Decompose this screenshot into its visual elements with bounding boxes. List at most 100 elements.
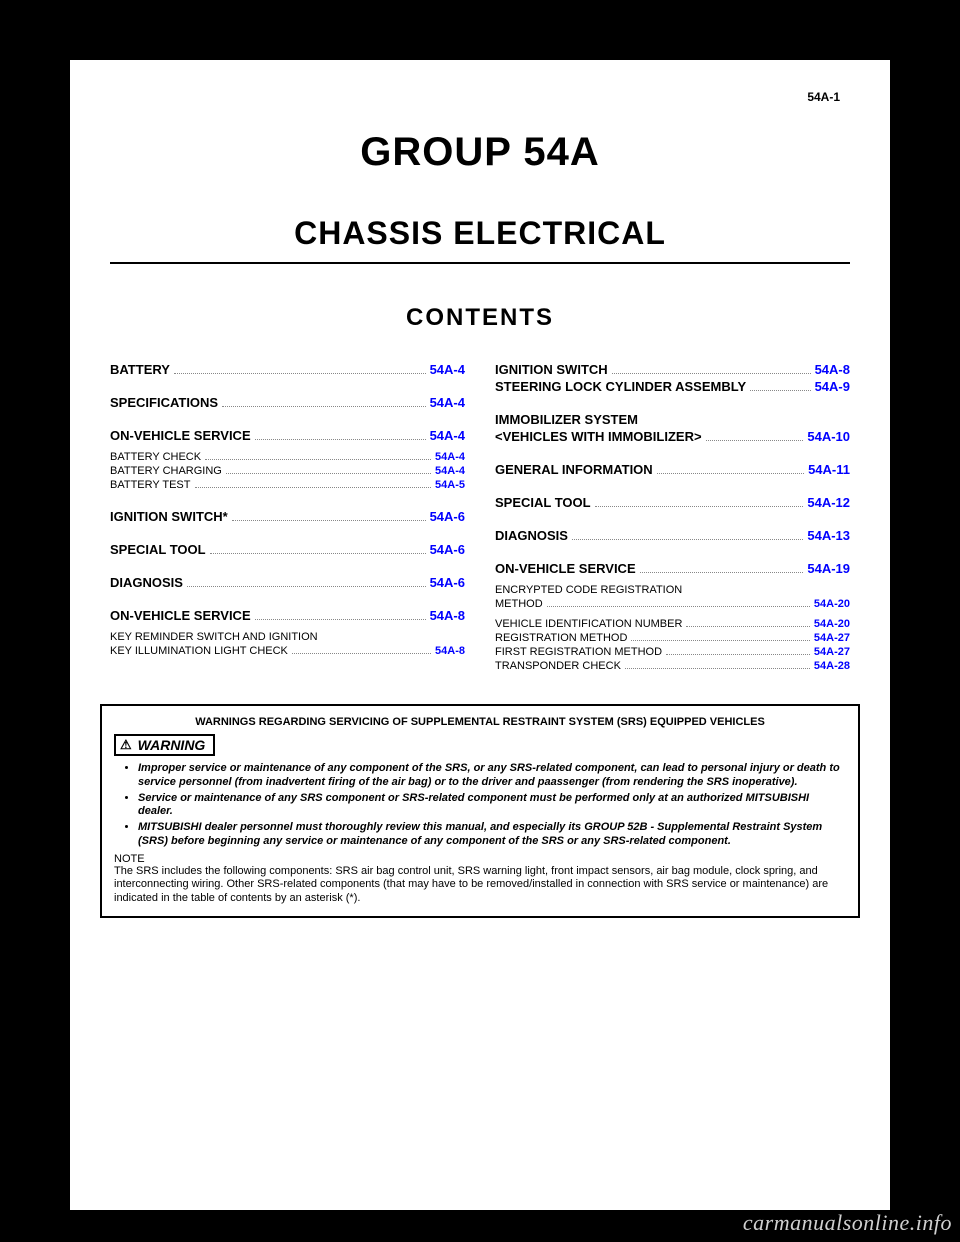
warning-tag: ⚠ WARNING [114, 734, 215, 756]
toc-row[interactable]: BATTERY CHECK 54A-4 [110, 451, 465, 463]
toc-page-link[interactable]: 54A-10 [807, 429, 850, 444]
toc-spacer [110, 412, 465, 428]
toc-row[interactable]: IMMOBILIZER SYSTEM [495, 412, 850, 427]
toc-row[interactable]: FIRST REGISTRATION METHOD54A-27 [495, 646, 850, 658]
toc-leader-dots [174, 373, 426, 374]
toc-entry-label: <VEHICLES WITH IMMOBILIZER> [495, 429, 702, 444]
toc-row[interactable]: SPECIFICATIONS 54A-4 [110, 395, 465, 410]
toc-entry-label: KEY ILLUMINATION LIGHT CHECK [110, 645, 288, 657]
toc-row[interactable]: DIAGNOSIS 54A-13 [495, 528, 850, 543]
toc-page-link[interactable]: 54A-19 [807, 561, 850, 576]
page-number: 54A-1 [807, 90, 840, 104]
toc-page-link[interactable]: 54A-27 [814, 632, 850, 644]
toc-leader-dots [666, 654, 810, 655]
toc-row[interactable]: BATTERY54A-4 [110, 362, 465, 377]
toc-entry-label: BATTERY CHARGING [110, 465, 222, 477]
toc-row[interactable]: VEHICLE IDENTIFICATION NUMBER 54A-20 [495, 618, 850, 630]
toc-page-link[interactable]: 54A-4 [430, 362, 465, 377]
toc-entry-label: IGNITION SWITCH* [110, 509, 228, 524]
toc-row[interactable]: ON-VEHICLE SERVICE54A-4 [110, 428, 465, 443]
toc-page-link[interactable]: 54A-11 [808, 462, 850, 477]
toc-right-column: IGNITION SWITCH 54A-8 STEERING LOCK CYLIND… [495, 362, 850, 674]
toc-entry-label: TRANSPONDER CHECK [495, 660, 621, 672]
toc-page-link[interactable]: 54A-4 [435, 465, 465, 477]
toc-leader-dots [547, 606, 810, 607]
toc-entry-label: ENCRYPTED CODE REGISTRATION [495, 584, 682, 596]
toc-leader-dots [625, 668, 810, 669]
toc-row[interactable]: METHOD 54A-20 [495, 598, 850, 610]
toc-spacer [110, 592, 465, 608]
toc-row[interactable]: SPECIAL TOOL 54A-12 [495, 495, 850, 510]
toc-row[interactable]: GENERAL INFORMATION54A-11 [495, 462, 850, 477]
toc-row[interactable]: BATTERY CHARGING 54A-4 [110, 465, 465, 477]
toc-entry-label: ON-VEHICLE SERVICE [495, 561, 636, 576]
toc-page-link[interactable]: 54A-6 [430, 542, 465, 557]
toc-leader-dots [195, 487, 432, 488]
toc-leader-dots [255, 619, 426, 620]
toc-page-link[interactable]: 54A-8 [430, 608, 465, 623]
toc-row[interactable]: IGNITION SWITCH* 54A-6 [110, 509, 465, 524]
toc-row[interactable]: IGNITION SWITCH 54A-8 [495, 362, 850, 377]
toc-leader-dots [210, 553, 426, 554]
toc-row[interactable]: REGISTRATION METHOD 54A-27 [495, 632, 850, 644]
toc-entry-label: SPECIAL TOOL [495, 495, 591, 510]
toc-row[interactable]: <VEHICLES WITH IMMOBILIZER> 54A-10 [495, 429, 850, 444]
toc-page-link[interactable]: 54A-20 [814, 598, 850, 610]
toc-page-link[interactable]: 54A-6 [430, 575, 465, 590]
warning-box: WARNINGS REGARDING SERVICING OF SUPPLEME… [100, 704, 860, 918]
toc-page-link[interactable]: 54A-28 [814, 660, 850, 672]
toc-leader-dots [631, 640, 810, 641]
warning-bullet: MITSUBISHI dealer personnel must thoroug… [138, 821, 846, 849]
toc-row[interactable]: KEY REMINDER SWITCH AND IGNITION [110, 631, 465, 643]
toc-row[interactable]: ON-VEHICLE SERVICE 54A-19 [495, 561, 850, 576]
toc-row[interactable]: ON-VEHICLE SERVICE54A-8 [110, 608, 465, 623]
toc-row[interactable]: ENCRYPTED CODE REGISTRATION [495, 584, 850, 596]
toc-entry-label: METHOD [495, 598, 543, 610]
toc-spacer [110, 559, 465, 575]
toc-page-link[interactable]: 54A-4 [435, 451, 465, 463]
toc-leader-dots [187, 586, 426, 587]
toc-entry-label: DIAGNOSIS [495, 528, 568, 543]
toc-leader-dots [595, 506, 804, 507]
toc-leader-dots [612, 373, 811, 374]
watermark: carmanualsonline.info [743, 1210, 952, 1236]
toc-entry-label: STEERING LOCK CYLINDER ASSEMBLY [495, 379, 746, 394]
toc-leader-dots [205, 459, 431, 460]
toc-entry-label: IGNITION SWITCH [495, 362, 608, 377]
toc-entry-label: BATTERY CHECK [110, 451, 201, 463]
chapter-title: CHASSIS ELECTRICAL [110, 215, 850, 264]
toc-page-link[interactable]: 54A-6 [430, 509, 465, 524]
warning-bullet-list: Improper service or maintenance of any c… [114, 762, 846, 849]
toc-spacer [495, 545, 850, 561]
warning-header: WARNINGS REGARDING SERVICING OF SUPPLEME… [114, 716, 846, 728]
toc-row[interactable]: STEERING LOCK CYLINDER ASSEMBLY 54A-9 [495, 379, 850, 394]
toc-page-link[interactable]: 54A-12 [807, 495, 850, 510]
toc-page-link[interactable]: 54A-8 [435, 645, 465, 657]
warning-triangle-icon: ⚠ [120, 737, 132, 753]
toc-page-link[interactable]: 54A-13 [807, 528, 850, 543]
toc-spacer [110, 493, 465, 509]
warning-bullet: Improper service or maintenance of any c… [138, 762, 846, 790]
toc-page-link[interactable]: 54A-5 [435, 479, 465, 491]
toc-page-link[interactable]: 54A-27 [814, 646, 850, 658]
toc-page-link[interactable]: 54A-4 [430, 428, 465, 443]
toc-entry-label: VEHICLE IDENTIFICATION NUMBER [495, 618, 682, 630]
manual-page: 54A-1 GROUP 54A CHASSIS ELECTRICAL CONTE… [70, 60, 890, 1210]
toc-leader-dots [686, 626, 809, 627]
toc-row[interactable]: TRANSPONDER CHECK 54A-28 [495, 660, 850, 672]
toc-row[interactable]: KEY ILLUMINATION LIGHT CHECK 54A-8 [110, 645, 465, 657]
toc-spacer [495, 396, 850, 412]
toc-leader-dots [657, 473, 804, 474]
toc-page-link[interactable]: 54A-8 [815, 362, 850, 377]
toc-page-link[interactable]: 54A-9 [815, 379, 850, 394]
toc-spacer [110, 379, 465, 395]
toc-row[interactable]: DIAGNOSIS 54A-6 [110, 575, 465, 590]
toc-entry-label: SPECIFICATIONS [110, 395, 218, 410]
toc-row[interactable]: SPECIAL TOOL54A-6 [110, 542, 465, 557]
toc-row[interactable]: BATTERY TEST54A-5 [110, 479, 465, 491]
toc-page-link[interactable]: 54A-20 [814, 618, 850, 630]
toc-leader-dots [572, 539, 803, 540]
toc-page-link[interactable]: 54A-4 [430, 395, 465, 410]
toc-entry-label: REGISTRATION METHOD [495, 632, 627, 644]
toc-entry-label: DIAGNOSIS [110, 575, 183, 590]
